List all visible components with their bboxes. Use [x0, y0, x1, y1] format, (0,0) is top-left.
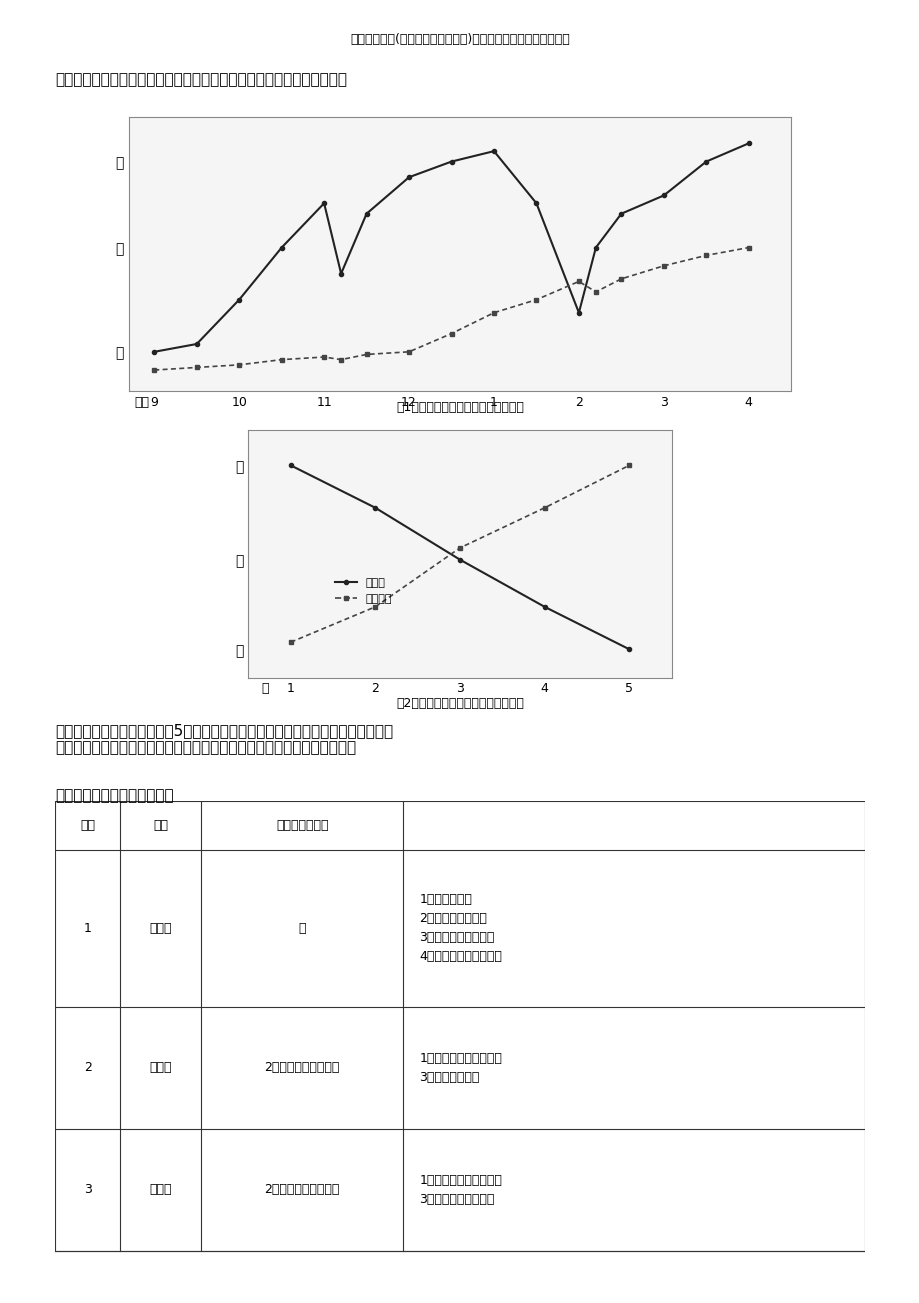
Text: 2、发展跳、投技术中: 2、发展跳、投技术中: [264, 1061, 339, 1074]
Text: 四、周期训练中准备期和加试期运动量和运动强度安排曲线，以下列图。: 四、周期训练中准备期和加试期运动量和运动强度安排曲线，以下列图。: [55, 72, 346, 87]
Legend: 运动量, 运动强度: 运动量, 运动强度: [330, 573, 396, 609]
Text: 任务运动量节奏: 任务运动量节奏: [276, 820, 328, 833]
Text: 礼拜一: 礼拜一: [149, 923, 172, 934]
Text: 1、发展柔韧性、协调性
3、发展跑的一般能力: 1、发展柔韧性、协调性 3、发展跑的一般能力: [419, 1174, 502, 1205]
Text: 礼拜二: 礼拜二: [149, 1061, 172, 1074]
Text: 图1准备期运动量和运动强度安排曲线: 图1准备期运动量和运动强度安排曲线: [396, 401, 523, 414]
Text: 礼拜: 礼拜: [153, 820, 168, 833]
Text: 五、各阶段周训练计划（每周5次正规训练，严格依照周训练计划履行；周日为铅球
或三级跳专项技术指导训练，运动量小，强度适中，负荷小，技术性强）。: 五、各阶段周训练计划（每周5次正规训练，严格依照周训练计划履行；周日为铅球 或三…: [55, 723, 393, 756]
Text: 2、发展跑、跳技术大: 2、发展跑、跳技术大: [264, 1183, 339, 1196]
Text: 1、发展柔韧性
2、发展跑、投技术
3、发展跑的一般能力
4、发展上肢小肌群力量: 1、发展柔韧性 2、发展跑、投技术 3、发展跑的一般能力 4、发展上肢小肌群力量: [419, 894, 502, 963]
Text: 1、发展柔韧性、协调性
3、发展下肢力量: 1、发展柔韧性、协调性 3、发展下肢力量: [419, 1052, 502, 1084]
Text: （一）秋训阶段周训练计划：: （一）秋训阶段周训练计划：: [55, 788, 174, 804]
Text: 序号: 序号: [80, 820, 95, 833]
Text: 2: 2: [84, 1061, 91, 1074]
Text: 3: 3: [84, 1183, 91, 1196]
Text: 1: 1: [84, 923, 91, 934]
Text: 图2加试期运动量和运动强度安排曲线: 图2加试期运动量和运动强度安排曲线: [396, 697, 523, 710]
Text: 小: 小: [298, 923, 305, 934]
Text: 礼拜三: 礼拜三: [149, 1183, 172, 1196]
Text: 肥西宏图中学(合肥大地学校寄宿部)高考体育训练队周期训练计划: 肥西宏图中学(合肥大地学校寄宿部)高考体育训练队周期训练计划: [350, 33, 569, 46]
Legend: 运动量, 运动强度: 运动量, 运动强度: [390, 481, 529, 500]
